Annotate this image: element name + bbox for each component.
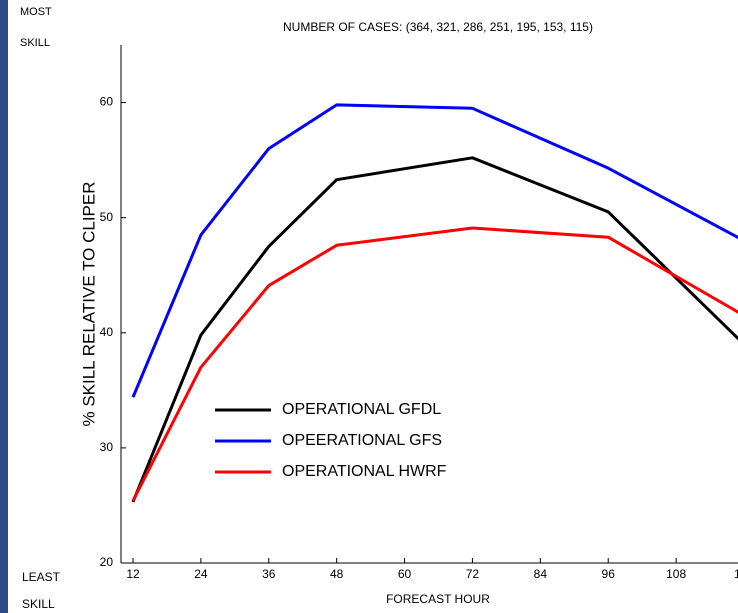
top-label: SKILL [20,37,50,49]
bottom-label: LEAST [22,570,61,584]
x-tick-label: 48 [330,567,344,581]
x-tick-label: 96 [602,567,616,581]
series-line [131,156,738,503]
series-line [131,226,738,502]
top-label: MOST [20,6,52,18]
x-tick-label: 120 [734,567,738,581]
y-tick-label: 50 [100,210,114,224]
chart-title: NUMBER OF CASES: (364, 321, 286, 251, 19… [283,20,593,34]
x-tick-label: 108 [666,567,686,581]
y-tick-label: 60 [100,95,114,109]
y-axis-label: % SKILL RELATIVE TO CLIPER [79,181,98,426]
x-tick-label: 60 [398,567,412,581]
series-line [131,103,738,398]
y-tick-label: 20 [100,555,114,569]
x-tick-label: 12 [126,567,140,581]
side-bar [0,0,8,613]
x-tick-label: 72 [466,567,480,581]
legend-label: OPEERATIONAL GFS [282,432,442,449]
legend-label: OPERATIONAL GFDL [282,401,441,418]
x-tick-label: 36 [262,567,276,581]
y-tick-label: 40 [100,325,114,339]
x-tick-label: 24 [194,567,208,581]
legend-label: OPERATIONAL HWRF [282,463,447,480]
bottom-label: SKILL [22,597,55,611]
x-tick-label: 84 [534,567,548,581]
y-tick-label: 30 [100,440,114,454]
x-axis-label: FORECAST HOUR [386,592,490,606]
